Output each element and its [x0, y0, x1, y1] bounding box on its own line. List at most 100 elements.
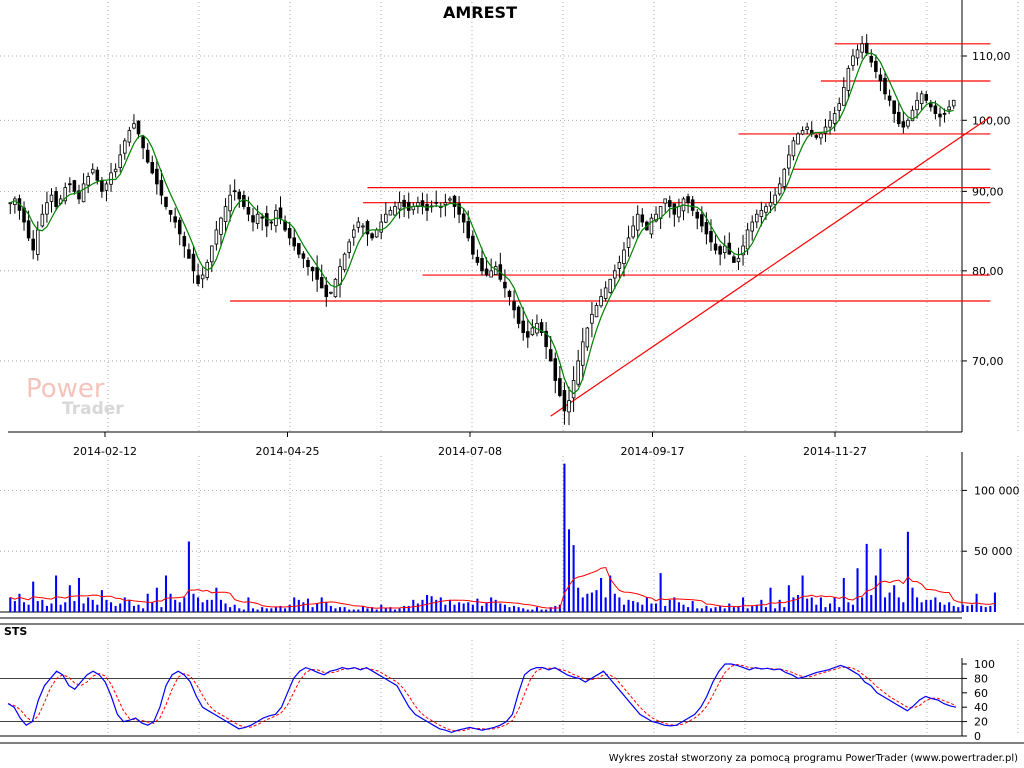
- candle-body: [672, 203, 677, 215]
- volume-bar: [595, 590, 598, 612]
- volume-bar: [426, 594, 429, 612]
- volume-bar: [183, 597, 186, 612]
- candle-body: [759, 209, 764, 218]
- candle-body: [915, 99, 919, 111]
- candle-body: [800, 130, 805, 135]
- candle-body: [599, 296, 603, 307]
- volume-bar: [13, 601, 16, 612]
- candle-body: [722, 245, 727, 254]
- candle-body: [100, 180, 104, 192]
- volume-bar: [192, 593, 195, 612]
- volume-bar: [485, 602, 488, 612]
- volume-bar: [590, 592, 593, 612]
- candle-body: [567, 400, 571, 413]
- candle-body: [374, 229, 379, 238]
- volume-bar: [613, 593, 616, 612]
- volume-bar: [563, 463, 566, 612]
- volume-bar: [700, 608, 703, 612]
- volume-bar: [883, 597, 887, 612]
- volume-bar: [522, 608, 525, 612]
- volume-bar: [636, 602, 639, 612]
- candle-body: [338, 266, 342, 285]
- volume-bar: [691, 601, 694, 612]
- volume-bar: [68, 585, 71, 612]
- volume-bar: [948, 602, 951, 612]
- volume-bar: [421, 599, 424, 612]
- volume-bar: [178, 602, 181, 612]
- candle-body: [878, 74, 883, 82]
- candle-body: [237, 191, 242, 200]
- candle-body: [526, 331, 530, 338]
- candle-body: [361, 225, 365, 228]
- volume-bar: [45, 605, 48, 612]
- volume-bar: [123, 597, 126, 612]
- volume-bar: [407, 605, 410, 612]
- volume-bar: [320, 597, 323, 612]
- volume-bar: [874, 575, 877, 612]
- volume-bar: [980, 605, 983, 612]
- volume-bar: [105, 599, 108, 612]
- volume-bar: [925, 599, 928, 612]
- volume-bar: [696, 608, 699, 612]
- candle-body: [832, 113, 837, 124]
- volume-bar: [476, 598, 479, 612]
- volume-bar: [306, 598, 310, 612]
- volume-bar: [641, 604, 644, 612]
- volume-bar: [668, 599, 671, 612]
- volume-bar: [650, 603, 653, 612]
- candle-body: [695, 211, 700, 219]
- volume-bar: [920, 602, 923, 612]
- candle-body: [466, 221, 471, 239]
- candle-body: [315, 267, 319, 280]
- sts-k-line: [7, 663, 957, 734]
- candle-body: [443, 202, 448, 206]
- candle-body: [173, 216, 177, 223]
- watermark-logo-sub: Trader: [62, 399, 124, 419]
- x-tick-label: 2014-07-08: [438, 445, 502, 458]
- candle-body: [846, 67, 851, 91]
- candle-body: [594, 305, 599, 318]
- volume-bar: [970, 604, 974, 612]
- candle-body: [26, 220, 31, 239]
- volume-bar: [187, 541, 190, 612]
- candle-body: [246, 207, 251, 215]
- volume-bar: [769, 587, 772, 612]
- volume-bar: [334, 608, 337, 612]
- volume-bar: [155, 587, 158, 612]
- volume-bar: [545, 609, 548, 612]
- volume-bar: [806, 598, 809, 612]
- volume-bar: [792, 597, 795, 612]
- candle-body: [590, 313, 594, 324]
- candle-body: [571, 380, 576, 399]
- volume-bar: [535, 607, 538, 612]
- candle-body: [420, 200, 425, 207]
- volume-bar: [879, 548, 882, 612]
- volume-bar: [705, 605, 708, 612]
- volume-bar: [18, 593, 21, 612]
- volume-bar: [687, 607, 690, 612]
- volume-bar: [197, 597, 200, 612]
- volume-bar: [604, 597, 607, 612]
- x-tick-label: 2014-11-27: [803, 445, 867, 458]
- candle-body: [109, 172, 113, 185]
- volume-average-line: [10, 566, 995, 609]
- candle-body: [732, 256, 736, 263]
- volume-bar: [906, 531, 909, 612]
- y-tick-label: 90,00: [972, 185, 1004, 198]
- moving-average-line: [10, 52, 954, 395]
- candle-body: [503, 281, 507, 289]
- candle-body: [745, 229, 750, 250]
- candle-body: [77, 190, 81, 200]
- footer-credit: Wykres został stworzony za pomocą progra…: [609, 753, 1018, 764]
- volume-bar: [961, 604, 964, 612]
- volume-bar: [229, 607, 232, 612]
- volume-bar: [787, 585, 790, 612]
- candle-body: [713, 243, 718, 251]
- volume-bar: [412, 599, 415, 612]
- volume-bar: [719, 605, 722, 612]
- volume-panel: 50 000 100 000: [0, 452, 1020, 619]
- candle-body: [635, 213, 640, 231]
- candle-body: [782, 168, 787, 187]
- volume-bar: [682, 604, 685, 612]
